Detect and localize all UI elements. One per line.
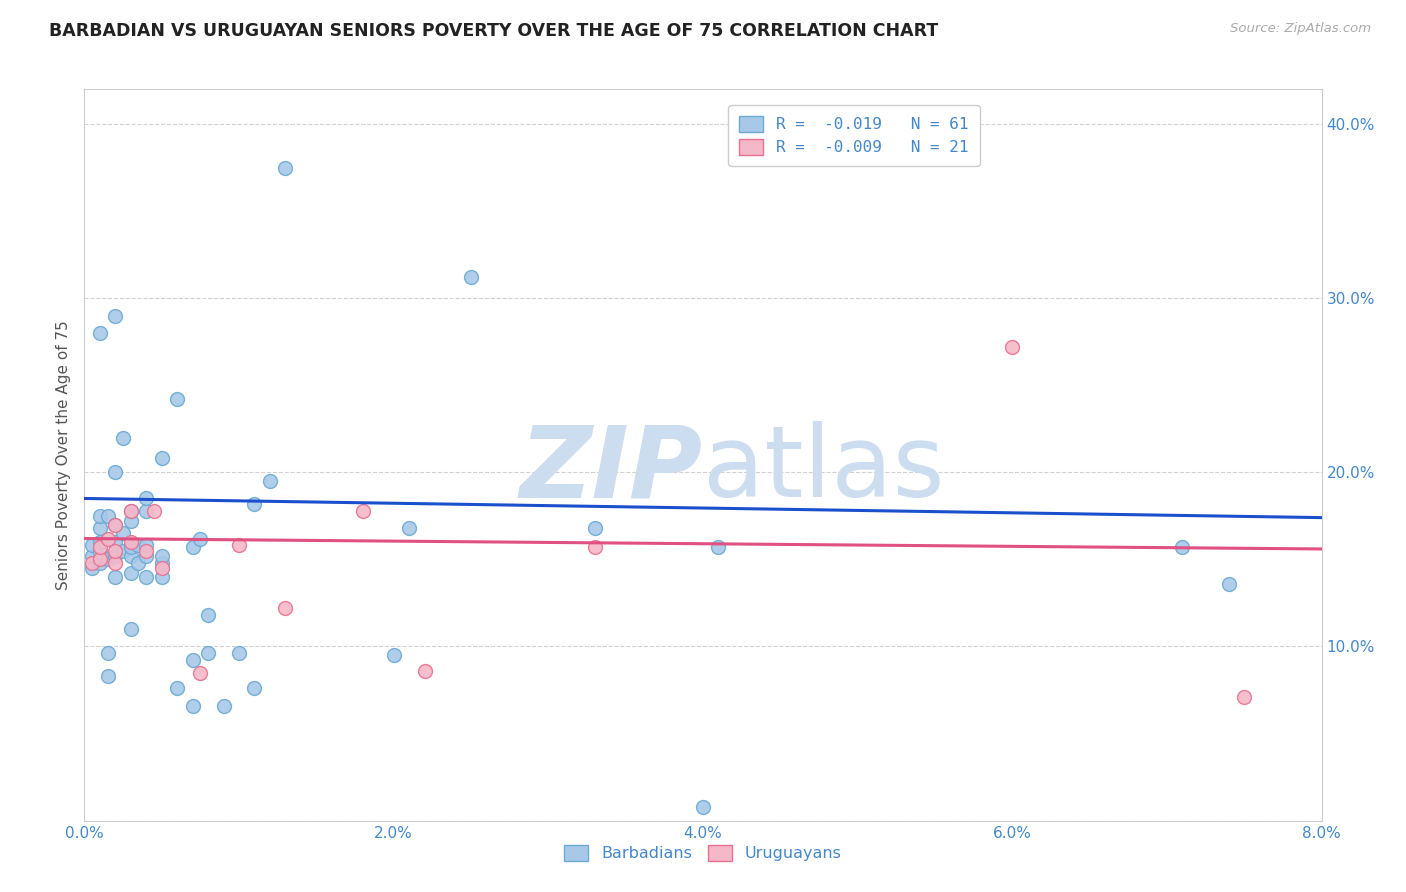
Point [104,309,127,323]
Legend: Barbadians, Uruguayans: Barbadians, Uruguayans [558,838,848,868]
Point [120,622,142,636]
Point [96,647,120,661]
Point [150,549,173,563]
Point [89,545,111,559]
Point [135,570,157,584]
Point [82,561,104,575]
Point [460,270,482,285]
Point [120,503,142,517]
Point [89,326,111,340]
Y-axis label: Seniors Poverty Over the Age of 75: Seniors Poverty Over the Age of 75 [56,320,72,590]
Point [120,566,142,581]
Text: BARBADIAN VS URUGUAYAN SENIORS POVERTY OVER THE AGE OF 75 CORRELATION CHART: BARBADIAN VS URUGUAYAN SENIORS POVERTY O… [49,22,938,40]
Point [104,556,127,570]
Point [120,514,142,528]
Point [104,543,127,558]
Point [274,601,297,615]
Point [104,535,127,549]
Point [166,392,188,407]
Point [128,539,150,553]
Point [135,503,157,517]
Point [1171,540,1194,554]
Point [89,540,111,554]
Point [1001,340,1024,354]
Point [181,698,204,713]
Point [120,535,142,549]
Point [707,540,730,554]
Point [398,521,420,535]
Point [150,556,173,570]
Point [1218,576,1240,591]
Point [89,521,111,535]
Point [166,681,188,696]
Point [150,561,173,575]
Point [413,664,436,678]
Text: ZIP: ZIP [520,421,703,518]
Point [150,451,173,466]
Point [82,549,104,563]
Point [135,539,157,553]
Point [382,648,405,663]
Point [96,552,120,566]
Point [352,503,374,517]
Point [259,474,281,488]
Point [120,503,142,517]
Point [89,556,111,570]
Point [104,466,127,480]
Point [135,543,157,558]
Point [228,647,250,661]
Point [104,517,127,532]
Point [104,517,127,532]
Point [692,799,714,814]
Point [243,681,266,696]
Point [82,556,104,570]
Point [188,532,212,546]
Point [1233,690,1256,704]
Point [228,539,250,553]
Point [197,608,219,623]
Point [89,535,111,549]
Point [120,540,142,554]
Point [112,543,135,558]
Point [104,570,127,584]
Point [104,549,127,563]
Point [188,665,212,680]
Point [96,508,120,523]
Point [150,570,173,584]
Point [112,526,135,541]
Point [120,549,142,563]
Point [96,669,120,683]
Point [583,521,606,535]
Point [89,508,111,523]
Point [112,430,135,444]
Point [274,161,297,175]
Point [135,549,157,563]
Point [583,540,606,554]
Point [96,532,120,546]
Point [243,497,266,511]
Point [212,698,235,713]
Text: Source: ZipAtlas.com: Source: ZipAtlas.com [1230,22,1371,36]
Point [197,647,219,661]
Point [135,491,157,506]
Point [128,556,150,570]
Point [143,503,166,517]
Point [181,653,204,667]
Point [181,540,204,554]
Point [82,539,104,553]
Text: atlas: atlas [703,421,945,518]
Point [89,552,111,566]
